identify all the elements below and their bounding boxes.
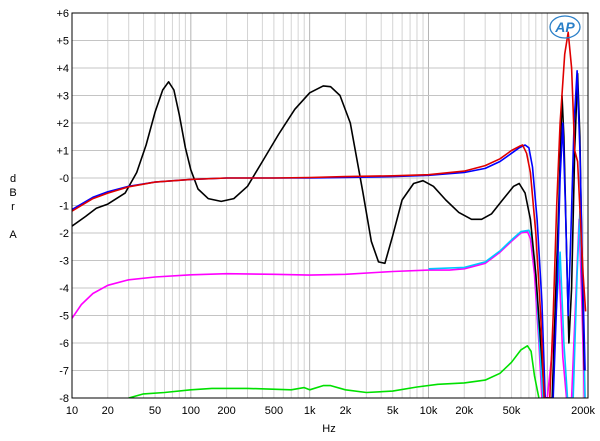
grid [71,12,588,399]
y-axis-label-letter: A [9,229,17,241]
series-line [128,345,540,398]
y-axis-label-letter: B [9,187,16,199]
x-tick-label: 1k [304,405,316,417]
x-axis-label: Hz [322,423,335,435]
y-tick-label: +1 [56,146,69,158]
plot-frame [71,12,589,399]
ap-logo: AP [549,15,581,39]
y-tick-label: -4 [59,283,69,295]
y-tick-label: -8 [59,393,69,405]
y-tick-label: +6 [56,8,69,20]
series-line [72,72,586,398]
series-line [72,218,586,398]
series-line [72,31,587,398]
x-tick-label: 5k [387,405,399,417]
y-tick-label: -7 [59,366,69,378]
x-tick-label: 20k [455,405,473,417]
y-tick-label: +4 [56,63,69,75]
y-axis-label: dBr A [9,173,17,241]
y-tick-label: -3 [59,256,69,268]
y-tick-label: +2 [56,118,69,130]
x-tick-label: 200 [217,405,235,417]
x-tick-label: 10k [420,405,438,417]
series-group [72,31,587,398]
x-tick-label: 100 [182,405,200,417]
y-axis-label-letter: r [11,201,15,213]
x-tick-label: 50k [503,405,521,417]
y-tick-label: -0 [59,173,69,185]
x-tick-label: 10 [66,405,78,417]
y-tick-label: -5 [59,311,69,323]
y-tick-labels: +6 +5 +4 +3 +2 +1 -0 -1 -2 -3 -4 -5 -6 -7 -8 [56,8,69,405]
x-tick-labels: 10 20 50 100 200 500 1k 2k 5k 10k 20k 50k 200k [66,405,596,417]
x-tick-label: 50 [149,405,161,417]
y-tick-label: +5 [56,36,69,48]
y-tick-label: -2 [59,228,69,240]
series-line [428,210,586,398]
x-tick-label: 200k [571,405,595,417]
y-tick-label: +3 [56,91,69,103]
logo-text: AP [554,19,575,35]
y-tick-label: -6 [59,338,69,350]
series-line [72,70,586,398]
x-tick-label: 20 [102,405,114,417]
y-tick-label: -1 [59,201,69,213]
y-axis-label-letter: d [10,173,16,185]
x-tick-label: 500 [265,405,283,417]
x-tick-label: 2k [340,405,352,417]
